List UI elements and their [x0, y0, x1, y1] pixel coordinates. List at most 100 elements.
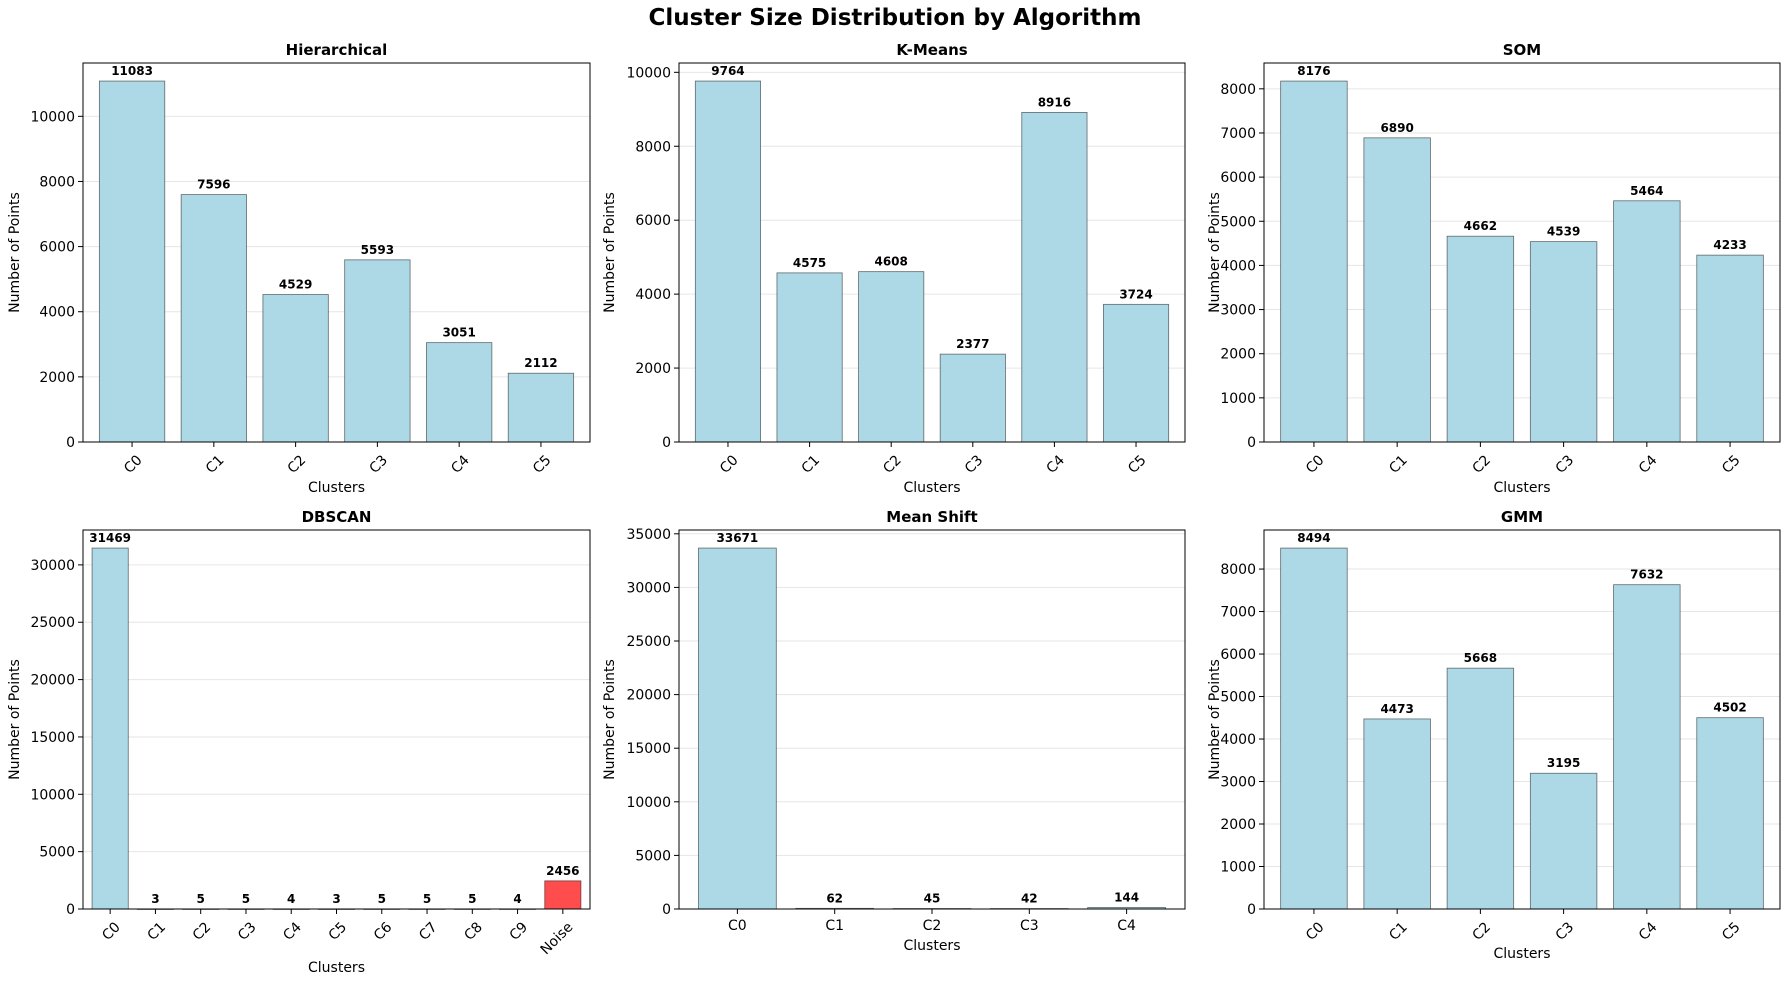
x-tick-label: C5	[326, 919, 351, 944]
x-tick-label: C1	[145, 919, 170, 944]
y-tick-label: 30000	[30, 558, 75, 574]
data-label: 9764	[711, 64, 744, 78]
x-tick-label: C8	[461, 919, 486, 944]
data-label: 42	[1021, 892, 1038, 906]
bar-c5	[1102, 303, 1170, 443]
y-tick-label: 20000	[626, 688, 671, 704]
x-tick-label: C1	[1386, 919, 1411, 944]
bar-noise	[544, 880, 582, 910]
figure-title: Cluster Size Distribution by Algorithm	[648, 5, 1142, 31]
y-tick-label: 35000	[626, 527, 671, 543]
data-label: 4233	[1713, 238, 1746, 252]
x-axis-label: Clusters	[904, 938, 961, 954]
subplot-title: Hierarchical	[286, 41, 388, 59]
subplot-k-means: 9764 4575 4608 2377 8916 3724 0 2000 4000 6000 800…	[602, 41, 1186, 496]
x-tick-label: C3	[1553, 452, 1578, 477]
bar-c0	[98, 80, 166, 443]
y-tick-label: 10000	[30, 787, 75, 803]
x-tick-label: C2	[190, 919, 215, 944]
y-tick-label: 15000	[30, 730, 75, 746]
data-label: 7596	[197, 178, 230, 192]
bar-c5	[1696, 717, 1764, 910]
bar-c3	[1529, 772, 1598, 910]
x-tick-label: C1	[203, 452, 228, 477]
y-tick-label: 2000	[1220, 817, 1256, 833]
subplot-som: 8176 6890 4662 4539 5464 4233 0 1000 2000 3000 400…	[1207, 41, 1781, 496]
data-label: 8494	[1297, 531, 1330, 545]
subplot-title: DBSCAN	[302, 508, 372, 526]
bar-c5	[507, 372, 575, 443]
bar-c4	[426, 342, 493, 443]
data-label: 5668	[1464, 651, 1497, 665]
data-label: 5	[242, 892, 250, 906]
data-label: 62	[826, 891, 843, 905]
y-tick-label: 2000	[1220, 347, 1256, 363]
data-label: 4	[287, 892, 295, 906]
y-tick-label: 8000	[39, 174, 75, 190]
y-tick-label: 5000	[1220, 690, 1256, 706]
y-tick-label: 4000	[39, 305, 75, 321]
x-tick-label: C3	[1553, 919, 1578, 944]
axes-frame	[82, 529, 591, 910]
y-tick-label: 0	[662, 435, 671, 451]
y-tick-label: 30000	[626, 580, 671, 596]
x-tick-label: C5	[1125, 452, 1150, 477]
x-axis-label: Clusters	[904, 480, 961, 496]
bar-c3	[939, 353, 1006, 443]
data-label: 8916	[1038, 95, 1071, 109]
y-axis-label: Number of Points	[602, 192, 618, 313]
subplot-title: SOM	[1503, 41, 1541, 59]
x-tick-label: C6	[371, 919, 396, 944]
x-tick-label: C4	[448, 452, 473, 477]
y-tick-label: 4000	[1220, 732, 1256, 748]
subplot-mean-shift: 33671 62 45 42 144 0 5000 10000 15000 20000 25000 3…	[602, 508, 1186, 954]
bar-c0	[694, 80, 762, 443]
data-label: 5	[423, 892, 431, 906]
data-label: 4575	[793, 256, 826, 270]
data-label: 31469	[89, 531, 131, 545]
y-tick-label: 0	[1247, 902, 1256, 918]
data-label: 2377	[956, 337, 989, 351]
data-label: 4529	[279, 277, 312, 291]
y-tick-label: 10000	[626, 65, 671, 81]
x-tick-label: C2	[285, 452, 310, 477]
data-label: 45	[924, 892, 941, 906]
bar-c4	[1021, 111, 1088, 443]
data-label: 4	[513, 892, 521, 906]
subplot-dbscan: 31469 3 5 5 4 3 5 5 5 4 2456 0 5000 10000 15000 20000 25…	[7, 508, 591, 976]
x-tick-label: C3	[1020, 918, 1039, 934]
data-label: 3195	[1547, 756, 1580, 770]
y-axis-label: Number of Points	[602, 659, 618, 780]
x-tick-label: C1	[825, 918, 844, 934]
y-tick-label: 2000	[635, 361, 671, 377]
bar-c0	[91, 547, 129, 910]
y-tick-label: 4000	[1220, 258, 1256, 274]
y-axis-label: Number of Points	[1207, 192, 1223, 313]
bar-c3	[1529, 241, 1598, 443]
bar-c3	[344, 259, 411, 443]
y-tick-label: 1000	[1220, 860, 1256, 876]
x-tick-label: C4	[1636, 919, 1661, 944]
bar-c2	[1446, 667, 1515, 910]
y-axis-label: Number of Points	[7, 192, 23, 313]
data-label: 5	[197, 892, 205, 906]
bar-c0	[1280, 547, 1348, 910]
data-label: 4608	[874, 255, 907, 269]
y-tick-label: 7000	[1220, 605, 1256, 621]
x-tick-label: C0	[1303, 452, 1328, 477]
data-label: 33671	[717, 531, 759, 545]
data-label: 6890	[1380, 121, 1413, 135]
bar-c2	[858, 271, 925, 443]
bar-c0	[1280, 80, 1348, 443]
bar-c1	[180, 194, 247, 443]
data-label: 4662	[1464, 219, 1497, 233]
x-tick-label: C2	[923, 918, 942, 934]
x-tick-label: C0	[99, 919, 124, 944]
bar-c1	[1363, 718, 1431, 910]
data-label: 4473	[1380, 702, 1413, 716]
y-tick-label: 10000	[30, 109, 75, 125]
subplot-title: GMM	[1501, 508, 1543, 526]
x-tick-label: C4	[280, 919, 305, 944]
x-tick-label: C2	[1469, 919, 1494, 944]
